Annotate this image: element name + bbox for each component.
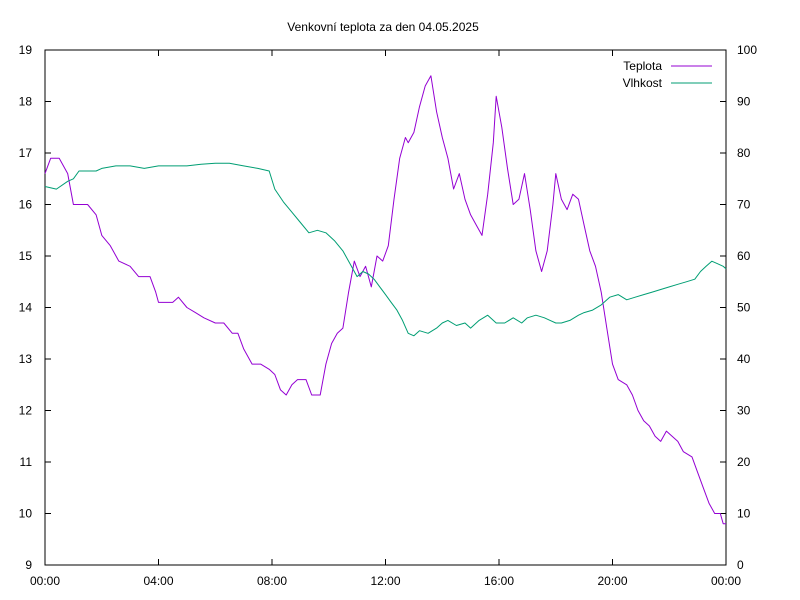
y2-tick-label: 10 [737,507,751,521]
series-line-vlhkost [44,162,727,337]
y-tick-label: 9 [25,558,32,572]
y-tick-label: 18 [19,95,33,109]
x-tick-label: 12:00 [370,574,400,588]
legend-label: Vlhkost [623,76,663,90]
y2-tick-label: 80 [737,146,751,160]
y-tick-label: 10 [19,507,33,521]
x-tick-label: 08:00 [257,574,287,588]
x-tick-label: 16:00 [484,574,514,588]
series-line-teplota [44,75,726,525]
y-tick-label: 12 [19,404,33,418]
y2-tick-label: 20 [737,455,751,469]
y2-tick-label: 50 [737,301,751,315]
y2-tick-label: 70 [737,198,751,212]
legend: Teplota Vlhkost [623,59,712,90]
y-tick-label: 19 [19,43,33,57]
y2-tick-label: 40 [737,352,751,366]
y2-tick-label: 100 [737,43,757,57]
axis-ticks: 00:00 04:00 08:00 12:00 16:00 20:00 00:00 9 10 11… [19,43,758,588]
series-layer [44,75,727,525]
x-tick-label: 00:00 [711,574,741,588]
y2-tick-label: 60 [737,249,751,263]
y-tick-label: 13 [19,352,33,366]
legend-label: Teplota [623,59,662,73]
x-tick-label: 04:00 [143,574,173,588]
y-tick-label: 17 [19,146,33,160]
y-tick-label: 15 [19,249,33,263]
y2-tick-label: 30 [737,404,751,418]
y2-tick-label: 90 [737,95,751,109]
y2-tick-label: 0 [737,558,744,572]
x-tick-label: 20:00 [597,574,627,588]
y-tick-label: 14 [19,301,33,315]
y-tick-label: 11 [20,455,33,469]
plot-frame [44,49,727,566]
chart-title: Venkovní teplota za den 04.05.2025 [287,20,479,34]
x-tick-label: 00:00 [30,574,60,588]
y-tick-label: 16 [19,198,33,212]
